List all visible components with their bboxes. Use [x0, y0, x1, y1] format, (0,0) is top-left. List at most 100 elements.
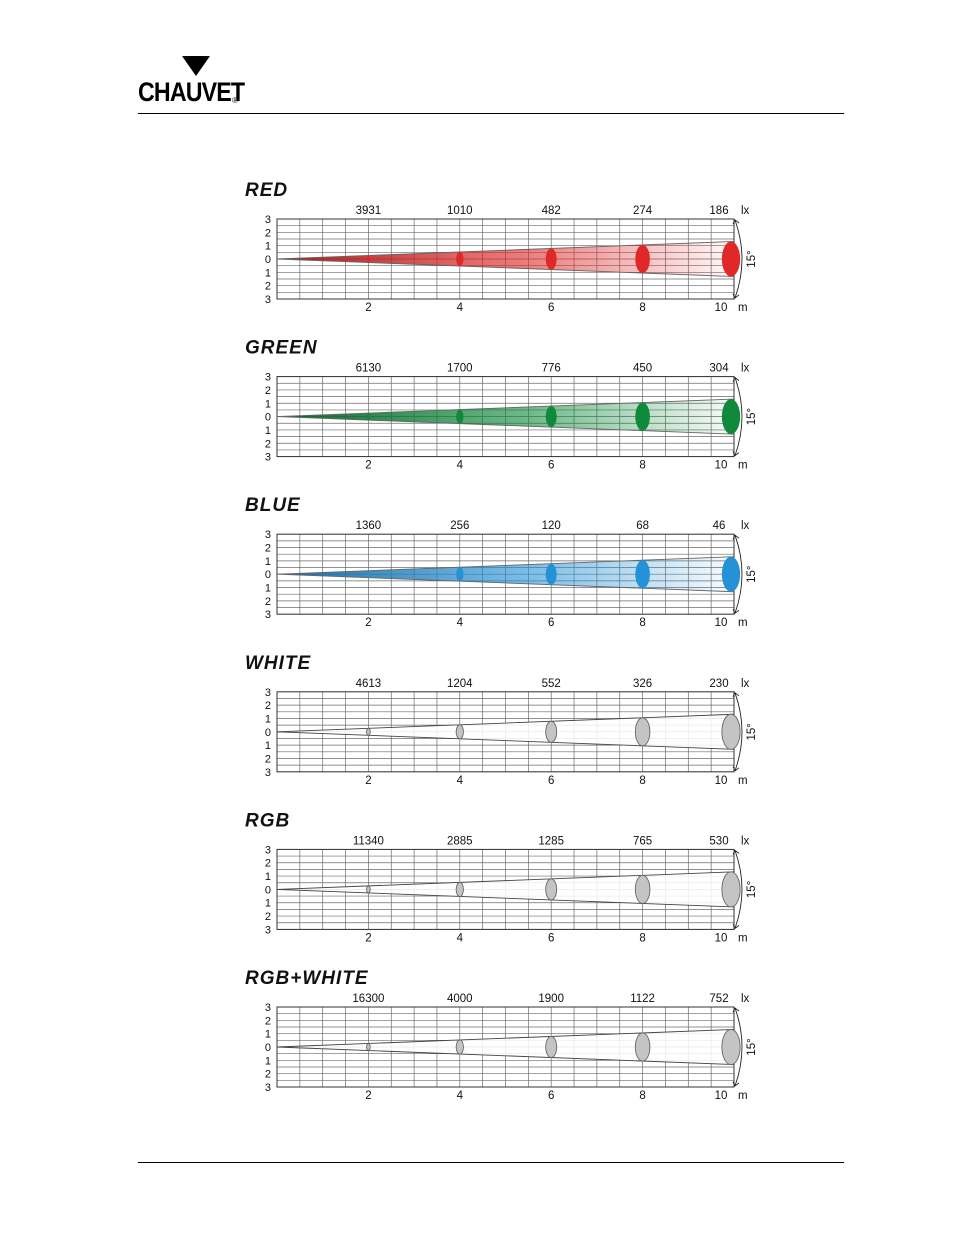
x-tick-label: 10: [715, 1090, 728, 1102]
beam-angle-arc: [734, 535, 743, 614]
beam-angle-arrow-bottom: [732, 451, 740, 457]
x-tick-label: 6: [548, 302, 554, 314]
y-tick-label: 3: [265, 767, 271, 779]
y-tick-label: 3: [265, 372, 271, 384]
illuminance-label: 46: [713, 520, 726, 532]
illuminance-unit: lx: [741, 835, 750, 847]
beam-spot: [545, 563, 557, 585]
y-tick-label: 3: [265, 214, 271, 226]
footer-rule: [138, 1162, 844, 1163]
y-tick-label: 1: [265, 556, 271, 568]
beam-angle-arc: [734, 377, 743, 456]
beam-edge-top: [276, 1028, 735, 1048]
illuminance-label: 304: [709, 363, 729, 375]
x-tick-label: 8: [639, 460, 645, 472]
beam-edge-top: [276, 240, 735, 260]
y-tick-label: 0: [265, 1042, 271, 1054]
chart-title: RGB+WHITE: [245, 968, 369, 989]
y-tick-label: 1: [265, 267, 271, 279]
illuminance-label: 326: [633, 678, 652, 690]
y-tick-label: 2: [265, 1069, 271, 1081]
y-tick-label: 1: [265, 1029, 271, 1041]
illuminance-label: 552: [542, 678, 561, 690]
beam-spot: [456, 409, 464, 424]
beam-edge-bottom: [276, 573, 735, 593]
x-tick-label: 4: [457, 302, 464, 314]
beam-spot: [545, 248, 557, 270]
beam-cone: [277, 399, 734, 435]
chart-title: BLUE: [245, 495, 301, 516]
beam-spot: [545, 1036, 558, 1058]
x-tick-label: 10: [715, 775, 728, 787]
x-tick-label: 10: [715, 932, 728, 944]
beam-spot: [721, 871, 741, 908]
x-tick-label: 6: [548, 460, 554, 472]
beam-angle-label: 15°: [746, 1038, 758, 1055]
beam-angle-arrow-top: [732, 849, 740, 855]
illuminance-label: 1010: [447, 205, 473, 217]
beam-angle-arrow-top: [732, 219, 740, 225]
y-tick-label: 3: [265, 529, 271, 541]
beam-angle-label: 15°: [746, 723, 758, 740]
beam-angle-label: 15°: [746, 250, 758, 267]
illuminance-label: 1204: [447, 678, 473, 690]
beam-spot: [545, 720, 558, 743]
illuminance-label: 230: [709, 678, 728, 690]
x-tick-label: 8: [639, 302, 645, 314]
y-tick-label: 3: [265, 844, 271, 856]
beam-angle-arrow-bottom: [732, 924, 740, 930]
illuminance-label: 450: [633, 363, 652, 375]
x-tick-label: 8: [639, 775, 645, 787]
y-tick-label: 2: [265, 911, 271, 923]
beam-spot: [545, 406, 557, 428]
beam-spot: [634, 1032, 651, 1062]
illuminance-unit: lx: [741, 678, 750, 690]
x-tick-label: 2: [365, 460, 371, 472]
y-tick-label: 1: [265, 871, 271, 883]
illuminance-label: 1360: [356, 520, 382, 532]
y-tick-label: 1: [265, 583, 271, 595]
beam-cone: [277, 1029, 734, 1065]
beam-spot: [456, 251, 464, 267]
beam-edge-top: [276, 871, 735, 890]
x-tick-label: 6: [548, 775, 554, 787]
x-tick-label: 10: [715, 460, 728, 472]
distance-unit: m: [738, 1090, 748, 1102]
y-tick-label: 2: [265, 438, 271, 450]
beam-spot: [721, 241, 741, 277]
y-tick-label: 2: [265, 227, 271, 239]
beam-spot: [635, 402, 650, 431]
beam-angle-label: 15°: [746, 881, 758, 898]
beam-angle-label: 15°: [746, 408, 758, 425]
beam-spot: [634, 874, 651, 904]
x-tick-label: 8: [639, 932, 645, 944]
beam-spot: [366, 1043, 371, 1051]
illuminance-label: 1700: [447, 363, 473, 375]
y-tick-label: 2: [265, 753, 271, 765]
beam-angle-label: 15°: [746, 566, 758, 583]
illuminance-label: 11340: [353, 835, 384, 847]
illuminance-label: 68: [636, 520, 649, 532]
illuminance-label: 530: [709, 835, 728, 847]
illuminance-label: 1122: [630, 993, 655, 1005]
beam-edge-bottom: [276, 258, 735, 278]
beam-edge-bottom: [276, 416, 735, 435]
beam-angle-arrow-bottom: [732, 766, 740, 772]
beam-spot: [366, 570, 371, 578]
beam-edge-top: [276, 556, 735, 575]
beam-spot: [455, 1039, 464, 1055]
y-tick-label: 2: [265, 700, 271, 712]
beam-angle-arc: [734, 219, 743, 299]
beam-spot: [366, 255, 371, 263]
beam-spot: [456, 567, 464, 582]
distance-unit: m: [738, 460, 748, 472]
beam-edge-bottom: [276, 888, 735, 908]
y-tick-label: 1: [265, 241, 271, 253]
beam-spot: [721, 713, 741, 750]
logo-chevron-mark: [182, 56, 210, 76]
